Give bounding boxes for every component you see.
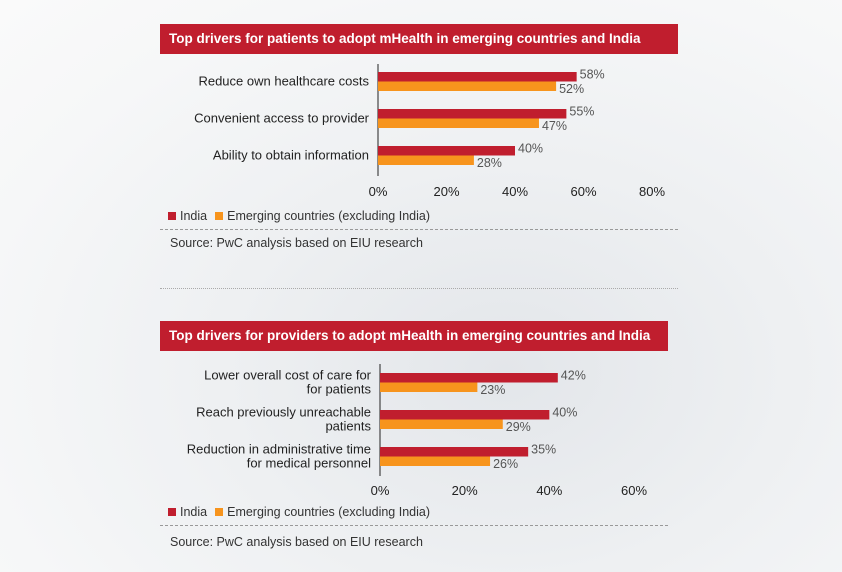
chart1-divider — [160, 229, 678, 230]
chart2-title: Top drivers for providers to adopt mHeal… — [160, 321, 668, 351]
bar-india — [378, 146, 515, 156]
data-label-india: 58% — [580, 68, 605, 82]
section-separator — [160, 288, 678, 289]
x-tick-label: 80% — [639, 184, 665, 199]
category-label: Reach previously unreachable patients — [196, 405, 371, 434]
bar-emerging — [380, 456, 491, 466]
x-tick-label: 0% — [371, 483, 390, 498]
data-label-emerging: 52% — [559, 82, 584, 96]
bar-india — [378, 72, 577, 82]
x-tick-label: 40% — [536, 483, 562, 498]
bar-emerging — [378, 155, 474, 165]
bar-india — [380, 373, 558, 383]
data-label-india: 55% — [569, 105, 594, 119]
legend-emerging-label: Emerging countries (excluding India) — [227, 505, 430, 519]
chart1-legend: India Emerging countries (excluding Indi… — [168, 209, 430, 223]
bar-india — [378, 109, 567, 119]
bar-emerging — [380, 419, 503, 429]
legend-india-label: India — [180, 505, 208, 519]
category-label: Ability to obtain information — [213, 148, 369, 163]
data-label-emerging: 28% — [477, 156, 502, 170]
bar-emerging — [378, 118, 539, 128]
chart2-legend: India Emerging countries (excluding Indi… — [168, 505, 430, 519]
legend-emerging-label: Emerging countries (excluding India) — [227, 209, 430, 223]
chart2-divider — [160, 525, 668, 526]
data-label-india: 40% — [552, 406, 577, 420]
bar-india — [380, 410, 550, 420]
data-label-india: 40% — [518, 142, 543, 156]
x-tick-label: 20% — [433, 184, 459, 199]
legend-india-swatch — [168, 508, 176, 516]
data-label-india: 35% — [531, 443, 556, 457]
data-label-emerging: 23% — [480, 383, 505, 397]
bar-emerging — [378, 81, 557, 91]
legend-emerging-swatch — [215, 508, 224, 516]
chart1-source: Source: PwC analysis based on EIU resear… — [170, 236, 423, 250]
x-tick-label: 60% — [570, 184, 596, 199]
chart1-title: Top drivers for patients to adopt mHealt… — [160, 24, 678, 54]
bar-india — [380, 447, 529, 457]
category-label: Convenient access to provider — [194, 111, 370, 126]
chart2-source: Source: PwC analysis based on EIU resear… — [170, 535, 423, 549]
x-tick-label: 40% — [502, 184, 528, 199]
category-label: Reduce own healthcare costs — [198, 74, 369, 89]
data-label-india: 42% — [561, 369, 586, 383]
legend-emerging-swatch — [215, 212, 224, 220]
category-label: Reduction in administrative time for medi… — [187, 442, 371, 471]
bar-emerging — [380, 382, 478, 392]
legend-india-label: India — [180, 209, 208, 223]
data-label-emerging: 47% — [542, 119, 567, 133]
category-label: Lower overall cost of care for for patien… — [204, 368, 372, 397]
x-tick-label: 0% — [369, 184, 388, 199]
data-label-emerging: 29% — [506, 420, 531, 434]
legend-india-swatch — [168, 212, 176, 220]
data-label-emerging: 26% — [493, 457, 518, 471]
x-tick-label: 60% — [621, 483, 647, 498]
x-tick-label: 20% — [452, 483, 478, 498]
